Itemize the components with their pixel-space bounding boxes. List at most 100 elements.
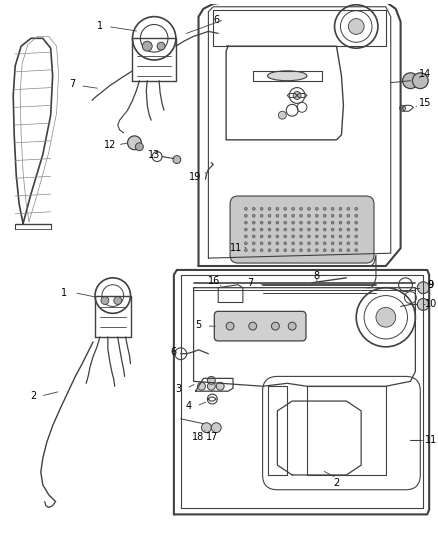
Text: 9: 9 <box>427 280 433 290</box>
Text: 3: 3 <box>176 384 182 394</box>
Circle shape <box>292 214 295 217</box>
Circle shape <box>198 382 205 390</box>
Circle shape <box>252 242 255 245</box>
Text: 6: 6 <box>171 347 177 357</box>
Circle shape <box>268 249 271 252</box>
Circle shape <box>288 322 296 330</box>
Circle shape <box>292 221 295 224</box>
Circle shape <box>260 221 263 224</box>
Circle shape <box>244 242 247 245</box>
Circle shape <box>323 242 326 245</box>
Circle shape <box>307 235 311 238</box>
Text: 6: 6 <box>213 14 219 25</box>
Circle shape <box>339 249 342 252</box>
Circle shape <box>244 228 247 231</box>
Text: 13: 13 <box>148 150 160 159</box>
Text: 2: 2 <box>30 391 36 401</box>
Circle shape <box>300 207 303 211</box>
Text: 9: 9 <box>427 280 433 290</box>
Circle shape <box>339 207 342 211</box>
Circle shape <box>417 282 429 294</box>
Circle shape <box>244 214 247 217</box>
Circle shape <box>331 242 334 245</box>
Circle shape <box>292 235 295 238</box>
Circle shape <box>216 382 224 390</box>
Text: 16: 16 <box>208 276 220 286</box>
FancyBboxPatch shape <box>230 196 374 263</box>
Circle shape <box>114 296 122 304</box>
Text: 14: 14 <box>419 69 431 79</box>
Circle shape <box>307 249 311 252</box>
Circle shape <box>252 228 255 231</box>
Circle shape <box>260 249 263 252</box>
Circle shape <box>323 221 326 224</box>
Circle shape <box>284 228 287 231</box>
Circle shape <box>339 235 342 238</box>
Circle shape <box>300 214 303 217</box>
Text: 12: 12 <box>104 140 116 150</box>
Circle shape <box>142 41 152 51</box>
Circle shape <box>339 214 342 217</box>
Circle shape <box>355 249 358 252</box>
Circle shape <box>413 73 428 88</box>
Ellipse shape <box>268 71 307 80</box>
Circle shape <box>347 242 350 245</box>
Text: 4: 4 <box>186 401 192 411</box>
Circle shape <box>323 235 326 238</box>
Circle shape <box>157 42 165 50</box>
Circle shape <box>226 322 234 330</box>
Circle shape <box>244 235 247 238</box>
Circle shape <box>268 235 271 238</box>
Circle shape <box>268 242 271 245</box>
Circle shape <box>348 19 364 34</box>
Circle shape <box>135 143 143 151</box>
Circle shape <box>276 235 279 238</box>
Circle shape <box>347 207 350 211</box>
Circle shape <box>376 308 396 327</box>
Circle shape <box>315 221 318 224</box>
Circle shape <box>208 376 215 384</box>
Circle shape <box>417 298 429 310</box>
Circle shape <box>244 249 247 252</box>
Text: 11: 11 <box>425 435 437 446</box>
Circle shape <box>307 214 311 217</box>
Circle shape <box>300 228 303 231</box>
Circle shape <box>252 235 255 238</box>
Circle shape <box>307 207 311 211</box>
Circle shape <box>315 228 318 231</box>
Circle shape <box>260 207 263 211</box>
Circle shape <box>292 228 295 231</box>
Circle shape <box>323 228 326 231</box>
Circle shape <box>268 221 271 224</box>
Circle shape <box>276 228 279 231</box>
Circle shape <box>260 214 263 217</box>
Circle shape <box>331 207 334 211</box>
Circle shape <box>293 92 301 100</box>
Circle shape <box>323 214 326 217</box>
Circle shape <box>212 423 221 433</box>
Text: 10: 10 <box>425 300 437 310</box>
Circle shape <box>292 207 295 211</box>
Circle shape <box>292 242 295 245</box>
Circle shape <box>331 249 334 252</box>
Circle shape <box>307 221 311 224</box>
Circle shape <box>347 221 350 224</box>
Circle shape <box>403 73 418 88</box>
Circle shape <box>276 221 279 224</box>
Circle shape <box>339 228 342 231</box>
Circle shape <box>355 214 358 217</box>
Circle shape <box>252 221 255 224</box>
Circle shape <box>315 207 318 211</box>
Circle shape <box>268 207 271 211</box>
Circle shape <box>201 423 212 433</box>
Circle shape <box>315 235 318 238</box>
Circle shape <box>300 242 303 245</box>
Circle shape <box>331 214 334 217</box>
Text: 7: 7 <box>69 79 75 88</box>
Circle shape <box>292 249 295 252</box>
Circle shape <box>284 207 287 211</box>
Text: 18: 18 <box>192 432 205 441</box>
Circle shape <box>399 106 406 111</box>
Circle shape <box>268 214 271 217</box>
Text: 19: 19 <box>188 172 201 182</box>
